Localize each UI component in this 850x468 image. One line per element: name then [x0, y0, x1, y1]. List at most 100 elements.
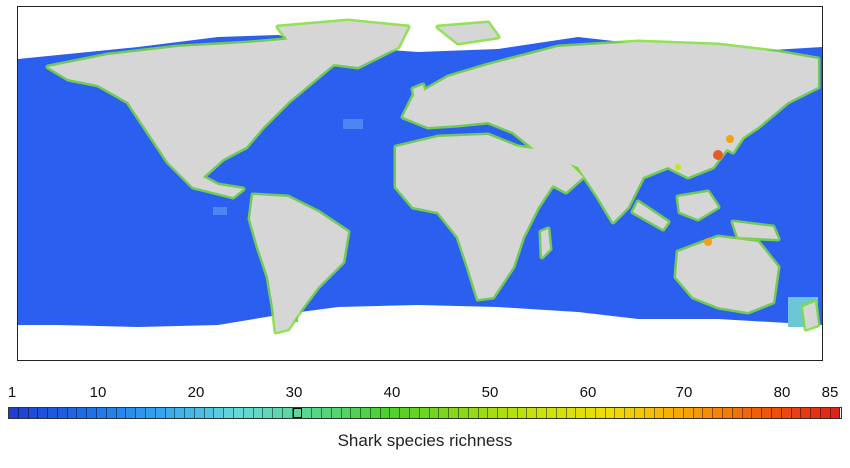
colorbar-cell: [370, 408, 381, 418]
tick-label-1: 1: [7, 384, 17, 401]
colorbar-cell: [341, 408, 352, 418]
world-map: [17, 6, 823, 361]
colorbar-cell: [165, 408, 176, 418]
colorbar-cell: [546, 408, 557, 418]
colorbar-cell: [312, 408, 322, 418]
colorbar-cell: [439, 408, 450, 418]
colorbar-cell: [97, 408, 107, 418]
colorbar-cell: [214, 408, 225, 418]
colorbar-cell: [400, 408, 411, 418]
colorbar-cell: [605, 408, 616, 418]
tick-label-70: 70: [675, 384, 693, 401]
colorbar-cell: [57, 408, 68, 418]
landmass-arabia: [518, 147, 583, 192]
colorbar-cell: [126, 408, 137, 418]
colorbar-cell: [233, 408, 244, 418]
colorbar-cell: [273, 408, 283, 418]
colorbar-cell: [654, 408, 665, 418]
landmass-greenland-ne: [438, 23, 498, 43]
colorbar-cell: [478, 408, 489, 418]
landmass-antarctica: [18, 333, 822, 360]
colorbar-cell: [282, 408, 293, 418]
colorbar-cell: [145, 408, 156, 418]
legend: [0, 378, 850, 468]
colorbar-cell: [762, 408, 772, 418]
landmass-africa: [396, 135, 558, 299]
colorbar-cell: [820, 408, 831, 418]
colorbar-cell: [468, 408, 479, 418]
hotspot-indonesia: [704, 238, 712, 246]
colorbar-cell: [595, 408, 606, 418]
colorbar-cell: [28, 408, 39, 418]
hotspot-japan: [726, 135, 734, 143]
colorbar-cell: [566, 408, 577, 418]
landmass-sumatra: [633, 202, 668, 229]
colorbar-cell: [67, 408, 78, 418]
colorbar-cell: [625, 408, 635, 418]
tick-label-60: 60: [579, 384, 597, 401]
colorbar-cell: [723, 408, 733, 418]
colorbar-cell: [322, 408, 332, 418]
colorbar-cell: [752, 408, 763, 418]
hotspot-layer: [675, 135, 734, 246]
colorbar-cell: [811, 408, 821, 418]
landmass-greenland: [278, 21, 408, 67]
colorbar-cell: [683, 408, 694, 418]
tick-label-30: 30: [285, 384, 303, 401]
colorbar-cell: [185, 408, 195, 418]
colorbar-cell: [136, 408, 146, 418]
colorbar-cell: [77, 408, 88, 418]
colorbar-cell: [380, 408, 391, 418]
hotspot-east-asia: [713, 150, 723, 160]
colorbar-cell: [830, 408, 841, 418]
colorbar-cell: [419, 408, 430, 418]
tick-label-50: 50: [481, 384, 499, 401]
colorbar-cell: [204, 408, 215, 418]
landmass-north-america: [48, 37, 348, 197]
colorbar-cell: [703, 408, 714, 418]
colorbar: [8, 407, 842, 419]
colorbar-cell: [224, 408, 234, 418]
map-canvas: [18, 7, 822, 360]
landmass-eurasia: [403, 42, 818, 222]
landmass-borneo: [678, 192, 718, 219]
colorbar-cell: [331, 408, 342, 418]
colorbar-cell: [302, 408, 313, 418]
tick-label-80: 80: [773, 384, 791, 401]
colorbar-cell: [713, 408, 724, 418]
landmass-australia: [676, 237, 778, 312]
colorbar-cell: [693, 408, 704, 418]
colorbar-cell: [9, 408, 19, 418]
colorbar-cell: [410, 408, 420, 418]
colorbar-cell: [791, 408, 802, 418]
colorbar-cell: [175, 408, 186, 418]
colorbar-cell: [87, 408, 98, 418]
landmass-new-zealand: [803, 302, 818, 329]
colorbar-cell: [263, 408, 274, 418]
colorbar-cell: [361, 408, 371, 418]
colorbar-cell: [664, 408, 675, 418]
colorbar-cell: [155, 408, 166, 418]
colorbar-cell: [586, 408, 596, 418]
colorbar-cell: [742, 408, 753, 418]
colorbar-cell: [48, 408, 58, 418]
colorbar-cell: [390, 408, 401, 418]
colorbar-cell: [732, 408, 743, 418]
landmass-south-america: [250, 195, 348, 332]
colorbar-cell: [351, 408, 362, 418]
landmass-new-guinea: [733, 222, 778, 239]
colorbar-cell: [771, 408, 782, 418]
landmass-madagascar: [541, 229, 550, 257]
hotspot-south-china-sea: [675, 164, 681, 170]
colorbar-cell: [18, 408, 29, 418]
colorbar-cell: [801, 408, 812, 418]
colorbar-cell: [38, 408, 49, 418]
colorbar-cell: [292, 408, 303, 418]
colorbar-cell: [517, 408, 528, 418]
colorbar-cell: [194, 408, 205, 418]
colorbar-cell: [781, 408, 792, 418]
colorbar-cell: [429, 408, 440, 418]
colorbar-cell: [576, 408, 587, 418]
colorbar-cell: [253, 408, 264, 418]
colorbar-cell: [537, 408, 547, 418]
